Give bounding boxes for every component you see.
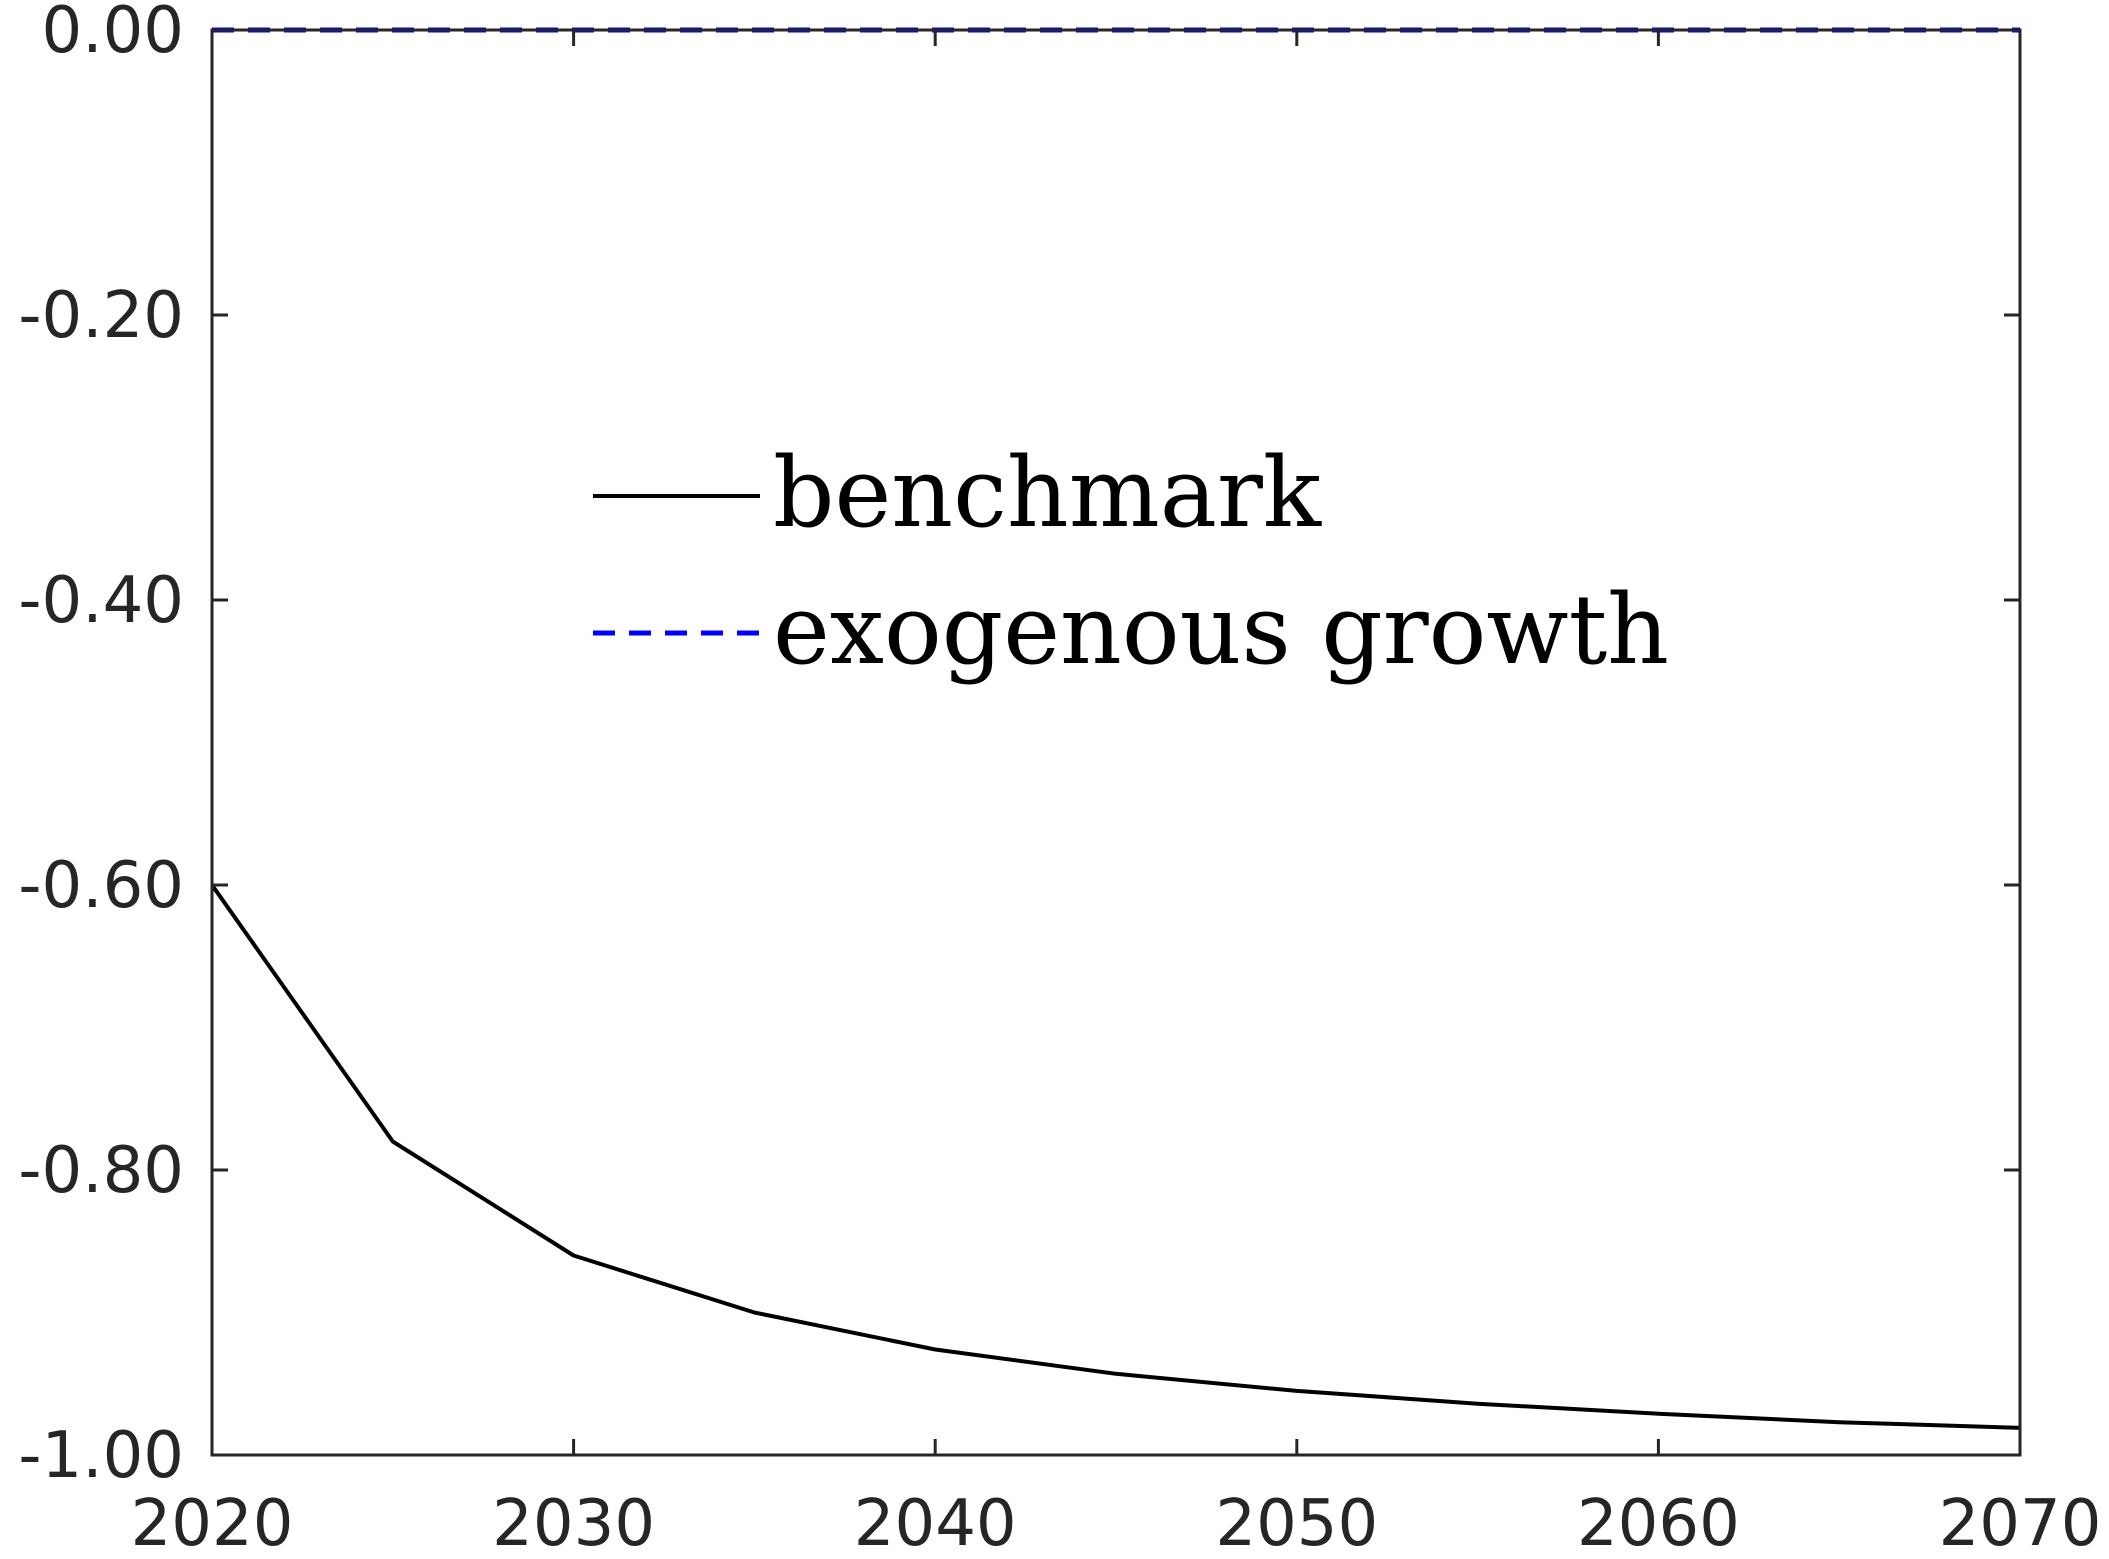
x-tick-label: 2040 bbox=[854, 1487, 1017, 1554]
y-tick-label: -0.80 bbox=[18, 1134, 184, 1208]
legend-label-0: benchmark bbox=[773, 437, 1322, 549]
tick-layer: 2020 2030 2040 2050 2060 2070 0.00 -0.20 -0.40 -0… bbox=[18, 0, 2102, 1559]
y-tick-label: -1.00 bbox=[18, 1419, 184, 1493]
legend-label-1: exogenous growth bbox=[773, 574, 1669, 686]
y-tick-label: -0.40 bbox=[18, 564, 184, 638]
y-tick-label: 0.00 bbox=[42, 0, 185, 68]
legend: benchmark exogenous growth bbox=[593, 437, 1669, 686]
plot-frame bbox=[210, 28, 2022, 1457]
y-tick-label: -0.20 bbox=[18, 279, 184, 353]
series-line-0 bbox=[210, 883, 2021, 1430]
x-tick-label: 2030 bbox=[492, 1487, 655, 1554]
x-tick-label: 2050 bbox=[1215, 1487, 1378, 1554]
x-tick-label: 2020 bbox=[131, 1487, 294, 1554]
x-tick-label: 2060 bbox=[1577, 1487, 1740, 1554]
x-tick-label: 2070 bbox=[1939, 1487, 2102, 1554]
y-tick-label: -0.60 bbox=[18, 849, 184, 923]
